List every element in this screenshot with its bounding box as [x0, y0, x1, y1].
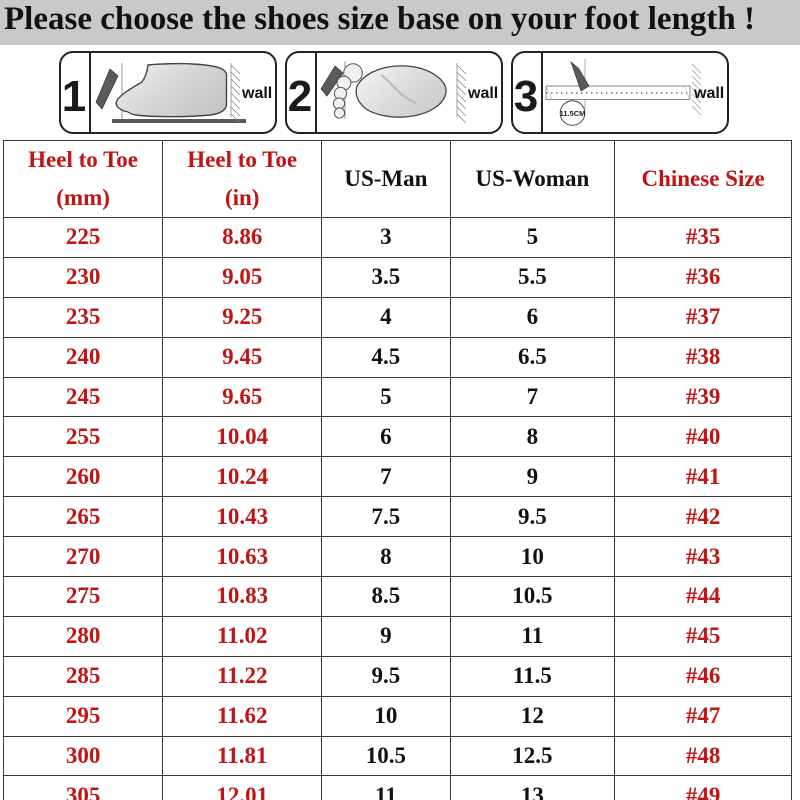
- svg-text:2: 2: [288, 72, 312, 121]
- svg-text:3: 3: [514, 72, 538, 121]
- svg-text:1: 1: [62, 72, 86, 121]
- svg-text:11.5CM: 11.5CM: [560, 109, 586, 118]
- svg-text:wall: wall: [241, 85, 272, 102]
- svg-text:wall: wall: [467, 85, 498, 102]
- svg-text:wall: wall: [693, 85, 724, 102]
